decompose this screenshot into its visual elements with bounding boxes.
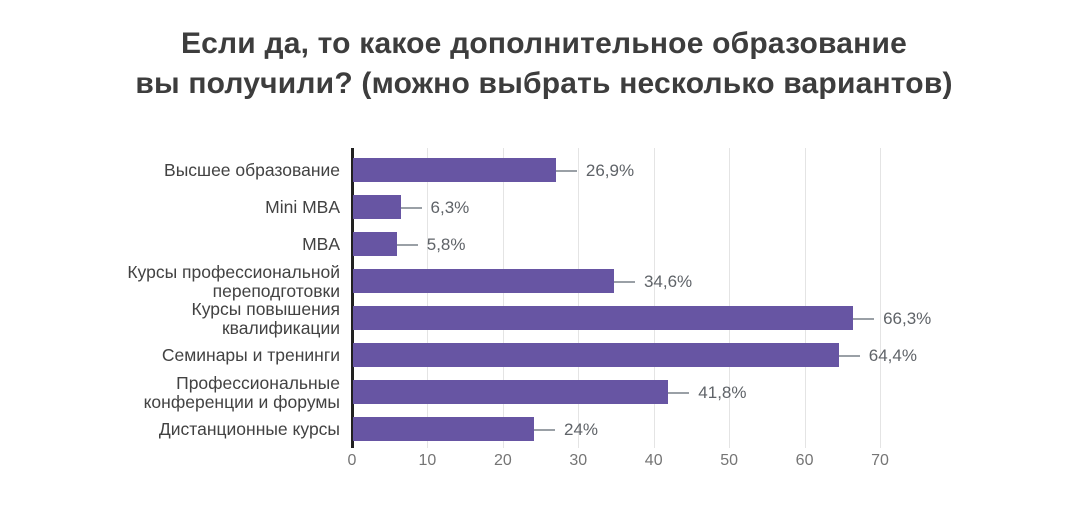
value-group: 64,4% (838, 337, 917, 374)
bar (353, 417, 535, 441)
category-label: Mini MBA (265, 197, 340, 217)
value-label: 34,6% (643, 271, 693, 291)
value-label: 24% (564, 419, 599, 439)
chart-header: Если да, то какое дополнительное образов… (0, 24, 1088, 104)
x-tick-label-10: 10 (418, 452, 437, 469)
value-label: 66,3% (883, 308, 932, 328)
category-label: Курсы профессиональной переподготовки (127, 261, 340, 301)
value-label: 41,8% (698, 382, 747, 402)
x-tick-label-40: 40 (644, 452, 663, 469)
gridline-40 (653, 148, 655, 448)
category-label: Курсы повышения квалификации (191, 298, 340, 338)
bar (353, 232, 397, 256)
chart-title-line-1: Если да, то какое дополнительное образов… (180, 27, 908, 60)
leader-line (838, 354, 860, 357)
chart-title-line-2: вы получили? (можно выбрать несколько ва… (135, 67, 953, 100)
gridline-20 (502, 148, 504, 448)
category-label: Профессиональные конференции и форумы (143, 372, 340, 412)
value-group: 66,3% (853, 300, 931, 337)
value-group: 5,8% (396, 226, 466, 263)
x-tick-label-20: 20 (493, 452, 512, 469)
value-group: 24% (534, 411, 598, 448)
bar (353, 158, 556, 182)
leader-line (555, 169, 577, 172)
gridline-60 (804, 148, 806, 448)
x-tick-label-30: 30 (569, 452, 588, 469)
x-tick-label-60: 60 (795, 452, 814, 469)
gridline-50 (729, 148, 731, 448)
leader-line (400, 206, 422, 209)
value-group: 6,3% (400, 189, 470, 226)
bar (353, 343, 839, 367)
leader-line (396, 243, 418, 246)
leader-line (534, 428, 556, 431)
bar (353, 269, 614, 293)
value-label: 26,9% (585, 160, 635, 180)
value-group: 26,9% (555, 152, 635, 189)
leader-line (853, 317, 875, 320)
chart-title: Если да, то какое дополнительное образов… (0, 24, 1088, 104)
gridline-30 (578, 148, 580, 448)
bar (353, 380, 669, 404)
gridline-70 (880, 148, 881, 448)
value-group: 41,8% (668, 374, 746, 411)
bar (353, 195, 401, 219)
leader-line (613, 280, 635, 283)
x-tick-label-70: 70 (871, 452, 889, 469)
value-label: 6,3% (430, 197, 470, 217)
category-label: Дистанционные курсы (158, 419, 340, 439)
value-label: 5,8% (426, 234, 466, 254)
category-label: MBA (302, 234, 340, 254)
y-axis-line (350, 148, 354, 448)
leader-line (668, 391, 690, 394)
value-group: 34,6% (613, 263, 693, 300)
x-tick-label-50: 50 (720, 452, 739, 469)
gridline-10 (427, 148, 429, 448)
x-tick-label-0: 0 (347, 452, 357, 469)
category-label: Семинары и тренинги (161, 345, 340, 365)
value-label: 64,4% (868, 345, 917, 365)
category-label: Высшее образование (164, 160, 340, 180)
bar (353, 306, 854, 330)
